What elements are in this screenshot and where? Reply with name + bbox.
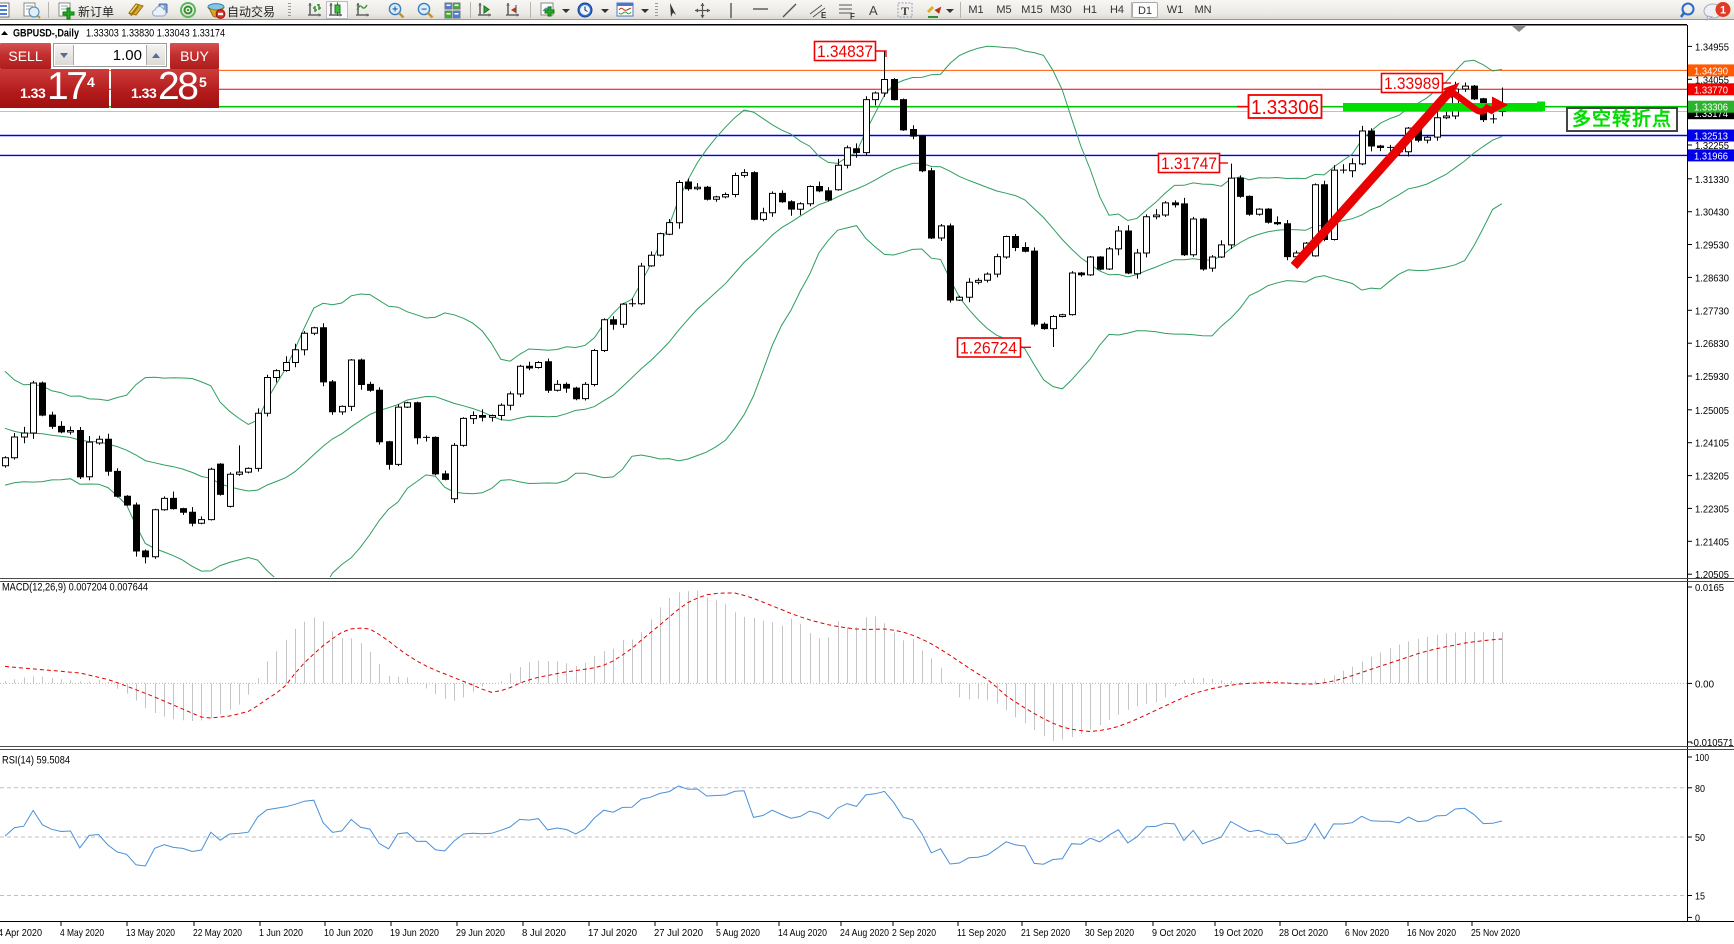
svg-text:2 Sep 2020: 2 Sep 2020 bbox=[892, 927, 936, 939]
svg-text:1.25005: 1.25005 bbox=[1695, 405, 1729, 417]
svg-text:0.00: 0.00 bbox=[1695, 678, 1714, 690]
svg-text:1.21405: 1.21405 bbox=[1695, 536, 1729, 548]
svg-text:30 Sep 2020: 30 Sep 2020 bbox=[1085, 927, 1134, 939]
svg-text:1.30430: 1.30430 bbox=[1695, 207, 1729, 219]
svg-text:1.32513: 1.32513 bbox=[1694, 131, 1728, 143]
svg-text:1.31330: 1.31330 bbox=[1695, 174, 1729, 186]
svg-text:13 May 2020: 13 May 2020 bbox=[126, 927, 175, 939]
svg-text:17 Jul 2020: 17 Jul 2020 bbox=[588, 927, 637, 939]
svg-text:1.33770: 1.33770 bbox=[1694, 84, 1728, 96]
svg-text:100: 100 bbox=[1695, 752, 1709, 764]
svg-text:5 Aug 2020: 5 Aug 2020 bbox=[716, 927, 760, 939]
svg-text:1: 1 bbox=[1720, 5, 1726, 17]
svg-text:1.34290: 1.34290 bbox=[1694, 65, 1728, 77]
svg-text:F: F bbox=[850, 12, 855, 19]
svg-text:4 May 2020: 4 May 2020 bbox=[60, 927, 104, 939]
svg-text:1.28630: 1.28630 bbox=[1695, 272, 1729, 284]
svg-text:-0.010571: -0.010571 bbox=[1691, 737, 1734, 749]
svg-text:MACD(12,26,9) 0.007204 0.00764: MACD(12,26,9) 0.007204 0.007644 bbox=[2, 582, 148, 594]
svg-text:16 Nov 2020: 16 Nov 2020 bbox=[1407, 927, 1456, 939]
svg-text:1.27730: 1.27730 bbox=[1695, 305, 1729, 317]
svg-text:1.26830: 1.26830 bbox=[1695, 338, 1729, 350]
svg-text:21 Sep 2020: 21 Sep 2020 bbox=[1021, 927, 1070, 939]
svg-text:9 Oct 2020: 9 Oct 2020 bbox=[1152, 927, 1196, 939]
svg-text:T: T bbox=[901, 4, 909, 18]
svg-text:1 Jun 2020: 1 Jun 2020 bbox=[259, 927, 303, 939]
svg-text:1.23205: 1.23205 bbox=[1695, 471, 1729, 483]
svg-text:1.31966: 1.31966 bbox=[1694, 150, 1728, 162]
svg-text:−: − bbox=[421, 5, 427, 16]
svg-text:1.24105: 1.24105 bbox=[1695, 438, 1729, 450]
svg-text:29 Jun 2020: 29 Jun 2020 bbox=[456, 927, 505, 939]
svg-text:1.33306: 1.33306 bbox=[1694, 102, 1728, 114]
svg-text:14 Aug 2020: 14 Aug 2020 bbox=[778, 927, 827, 939]
svg-text:1.22305: 1.22305 bbox=[1695, 503, 1729, 515]
svg-text:24 Apr 2020: 24 Apr 2020 bbox=[0, 927, 42, 939]
svg-text:1.25930: 1.25930 bbox=[1695, 371, 1729, 383]
svg-text:6 Nov 2020: 6 Nov 2020 bbox=[1345, 927, 1389, 939]
svg-text:1.32255: 1.32255 bbox=[1695, 140, 1729, 152]
svg-text:1.34955: 1.34955 bbox=[1695, 41, 1729, 53]
svg-text:RSI(14) 59.5084: RSI(14) 59.5084 bbox=[2, 755, 70, 767]
svg-text:22 May 2020: 22 May 2020 bbox=[193, 927, 242, 939]
svg-text:10 Jun 2020: 10 Jun 2020 bbox=[324, 927, 373, 939]
svg-text:0.0165: 0.0165 bbox=[1695, 582, 1724, 594]
svg-text:15: 15 bbox=[1695, 891, 1705, 903]
svg-text:1.33303 1.33830 1.33043 1.3317: 1.33303 1.33830 1.33043 1.33174 bbox=[86, 28, 225, 40]
svg-text:19 Oct 2020: 19 Oct 2020 bbox=[1214, 927, 1263, 939]
svg-text:E: E bbox=[821, 11, 827, 19]
svg-text:24 Aug 2020: 24 Aug 2020 bbox=[840, 927, 889, 939]
svg-text:50: 50 bbox=[1695, 832, 1705, 844]
svg-text:GBPUSD-,Daily: GBPUSD-,Daily bbox=[13, 28, 80, 40]
svg-text:25 Nov 2020: 25 Nov 2020 bbox=[1471, 927, 1520, 939]
svg-text:19 Jun 2020: 19 Jun 2020 bbox=[390, 927, 439, 939]
svg-text:1.20505: 1.20505 bbox=[1695, 569, 1729, 581]
svg-text:11 Sep 2020: 11 Sep 2020 bbox=[957, 927, 1006, 939]
svg-text:1.29530: 1.29530 bbox=[1695, 240, 1729, 252]
svg-text:27 Jul 2020: 27 Jul 2020 bbox=[654, 927, 703, 939]
svg-text:28 Oct 2020: 28 Oct 2020 bbox=[1279, 927, 1328, 939]
svg-text:80: 80 bbox=[1695, 783, 1705, 795]
svg-text:8 Jul 2020: 8 Jul 2020 bbox=[522, 927, 566, 939]
svg-text:+: + bbox=[392, 5, 398, 16]
svg-text:0: 0 bbox=[1695, 912, 1700, 924]
